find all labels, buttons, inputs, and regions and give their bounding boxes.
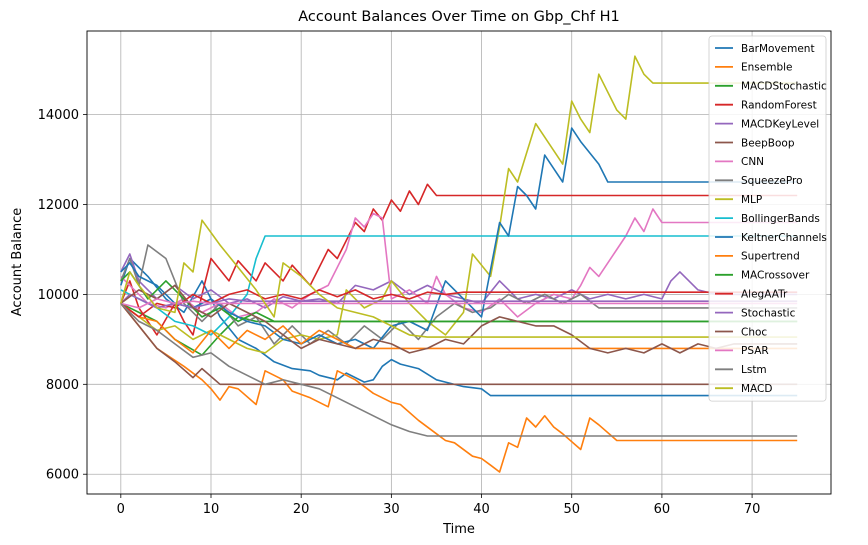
legend-label: Lstm (741, 364, 767, 376)
series-line-macdstochastic (120, 302, 798, 356)
y-tick-label: 8000 (46, 378, 79, 393)
series-line-randomforest (120, 183, 798, 336)
x-tick-label: 20 (293, 502, 310, 517)
legend-label: MACrossover (741, 270, 810, 282)
x-tick-label: 10 (203, 502, 220, 517)
legend-label: CNN (741, 156, 764, 168)
legend-label: Ensemble (741, 62, 793, 74)
y-tick-label: 6000 (46, 468, 79, 483)
series-line-beepboop (120, 302, 798, 386)
y-axis-label: Account Balance (10, 208, 25, 316)
axis-ticks: 0 10 20 30 40 50 60 70 6000 8000 10000 12000 14000 (38, 108, 761, 517)
series-line-macdkeylevel (120, 253, 798, 309)
series-line-macrossover (120, 271, 798, 323)
y-tick-label: 14000 (38, 108, 79, 123)
legend-label: BeepBoop (741, 137, 795, 149)
legend-label: BollingerBands (741, 213, 820, 225)
legend: BarMovementEnsembleMACDStochasticRandomF… (708, 35, 827, 402)
legend-box (708, 35, 827, 402)
series-line-psar (120, 298, 798, 309)
x-tick-label: 50 (563, 502, 580, 517)
x-tick-label: 30 (383, 502, 400, 517)
x-axis-label: Time (442, 522, 475, 537)
legend-label: AlegAATr (741, 289, 788, 301)
series-line-barmovement (120, 257, 798, 397)
series-line-cnn (120, 208, 798, 318)
series-line-supertrend (120, 302, 798, 354)
x-tick-label: 60 (654, 502, 671, 517)
series-line-ensemble (120, 302, 798, 473)
x-tick-label: 70 (744, 502, 761, 517)
legend-label: MACDKeyLevel (741, 118, 819, 130)
x-tick-label: 40 (473, 502, 490, 517)
legend-label: MLP (741, 194, 762, 206)
legend-label: MACDStochastic (741, 81, 827, 93)
legend-label: RandomForest (741, 100, 817, 112)
y-tick-label: 12000 (38, 198, 79, 213)
series-line-lstm (120, 302, 798, 437)
legend-label: Stochastic (741, 307, 796, 319)
series-line-choc (120, 284, 798, 354)
series-line-keltnerchannels (120, 127, 798, 350)
legend-label: PSAR (741, 345, 769, 357)
series-line-macd (120, 219, 798, 338)
legend-label: SqueezePro (741, 175, 803, 187)
chart-title: Account Balances Over Time on Gbp_Chf H1 (298, 9, 619, 25)
legend-label: BarMovement (741, 43, 815, 55)
legend-label: KeltnerChannels (741, 232, 827, 244)
x-tick-label: 0 (117, 502, 125, 517)
series-lines (120, 55, 798, 473)
legend-label: MACD (741, 383, 772, 395)
legend-label: Choc (741, 326, 767, 338)
plot-frame (86, 30, 832, 495)
y-tick-label: 10000 (38, 288, 79, 303)
legend-label: Supertrend (741, 251, 800, 263)
